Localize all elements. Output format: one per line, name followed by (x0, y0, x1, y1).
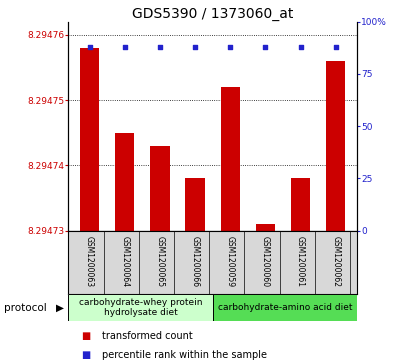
Text: GSM1200066: GSM1200066 (190, 236, 200, 287)
Text: GSM1200061: GSM1200061 (296, 236, 305, 286)
Text: GSM1200065: GSM1200065 (156, 236, 164, 287)
Text: ■: ■ (81, 350, 90, 360)
Bar (80, 48, 99, 231)
Text: GSM1200063: GSM1200063 (85, 236, 94, 287)
Text: protocol: protocol (4, 303, 47, 313)
Point (262, 44, 269, 50)
Text: GSM1200062: GSM1200062 (331, 236, 340, 286)
Bar (212, 294, 357, 321)
Bar (221, 87, 240, 231)
Bar (115, 132, 134, 231)
Text: GSM1200060: GSM1200060 (261, 236, 270, 287)
Bar (256, 224, 275, 231)
Point (156, 44, 163, 50)
Text: GSM1200064: GSM1200064 (120, 236, 129, 287)
Bar (326, 61, 345, 231)
Point (227, 44, 234, 50)
Bar (186, 178, 205, 231)
Text: transformed count: transformed count (102, 331, 193, 341)
Bar (68, 294, 212, 321)
Bar (291, 178, 310, 231)
Text: percentile rank within the sample: percentile rank within the sample (102, 350, 267, 360)
Text: ■: ■ (81, 331, 90, 341)
Bar (150, 146, 170, 231)
Point (297, 44, 304, 50)
Text: carbohydrate-amino acid diet: carbohydrate-amino acid diet (217, 303, 352, 312)
Text: carbohydrate-whey protein
hydrolysate diet: carbohydrate-whey protein hydrolysate di… (79, 298, 203, 317)
Text: GSM1200059: GSM1200059 (226, 236, 235, 287)
Point (86, 44, 93, 50)
Text: ▶: ▶ (56, 303, 64, 313)
Point (192, 44, 198, 50)
Title: GDS5390 / 1373060_at: GDS5390 / 1373060_at (132, 7, 293, 21)
Point (332, 44, 339, 50)
Point (122, 44, 128, 50)
